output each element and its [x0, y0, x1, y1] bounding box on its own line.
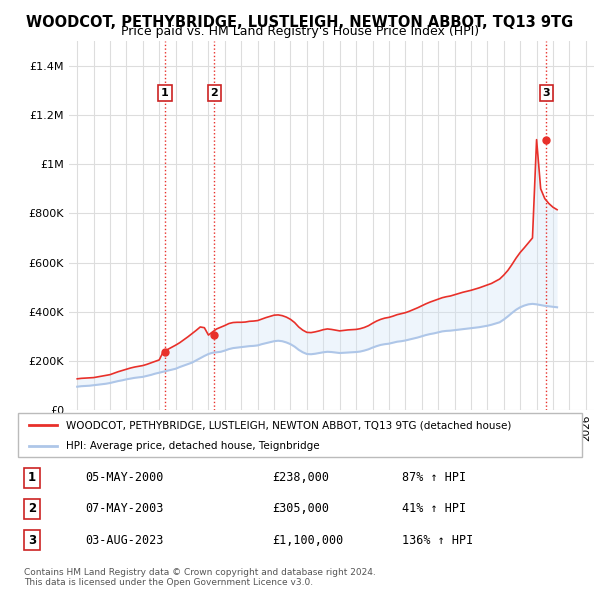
- Text: 136% ↑ HPI: 136% ↑ HPI: [401, 533, 473, 546]
- Text: Price paid vs. HM Land Registry's House Price Index (HPI): Price paid vs. HM Land Registry's House …: [121, 25, 479, 38]
- Text: 3: 3: [28, 533, 36, 546]
- Text: 87% ↑ HPI: 87% ↑ HPI: [401, 471, 466, 484]
- Text: HPI: Average price, detached house, Teignbridge: HPI: Average price, detached house, Teig…: [66, 441, 320, 451]
- Text: £1,100,000: £1,100,000: [272, 533, 343, 546]
- Text: 3: 3: [542, 88, 550, 98]
- Text: 41% ↑ HPI: 41% ↑ HPI: [401, 502, 466, 516]
- Text: 1: 1: [161, 88, 169, 98]
- Text: £238,000: £238,000: [272, 471, 329, 484]
- Text: 05-MAY-2000: 05-MAY-2000: [86, 471, 164, 484]
- Text: 03-AUG-2023: 03-AUG-2023: [86, 533, 164, 546]
- Text: 1: 1: [28, 471, 36, 484]
- Text: 2: 2: [211, 88, 218, 98]
- Text: WOODCOT, PETHYBRIDGE, LUSTLEIGH, NEWTON ABBOT, TQ13 9TG: WOODCOT, PETHYBRIDGE, LUSTLEIGH, NEWTON …: [26, 15, 574, 30]
- Text: Contains HM Land Registry data © Crown copyright and database right 2024.
This d: Contains HM Land Registry data © Crown c…: [24, 568, 376, 587]
- FancyBboxPatch shape: [18, 413, 582, 457]
- Text: 2: 2: [28, 502, 36, 516]
- Text: £305,000: £305,000: [272, 502, 329, 516]
- Text: WOODCOT, PETHYBRIDGE, LUSTLEIGH, NEWTON ABBOT, TQ13 9TG (detached house): WOODCOT, PETHYBRIDGE, LUSTLEIGH, NEWTON …: [66, 421, 511, 430]
- Text: 07-MAY-2003: 07-MAY-2003: [86, 502, 164, 516]
